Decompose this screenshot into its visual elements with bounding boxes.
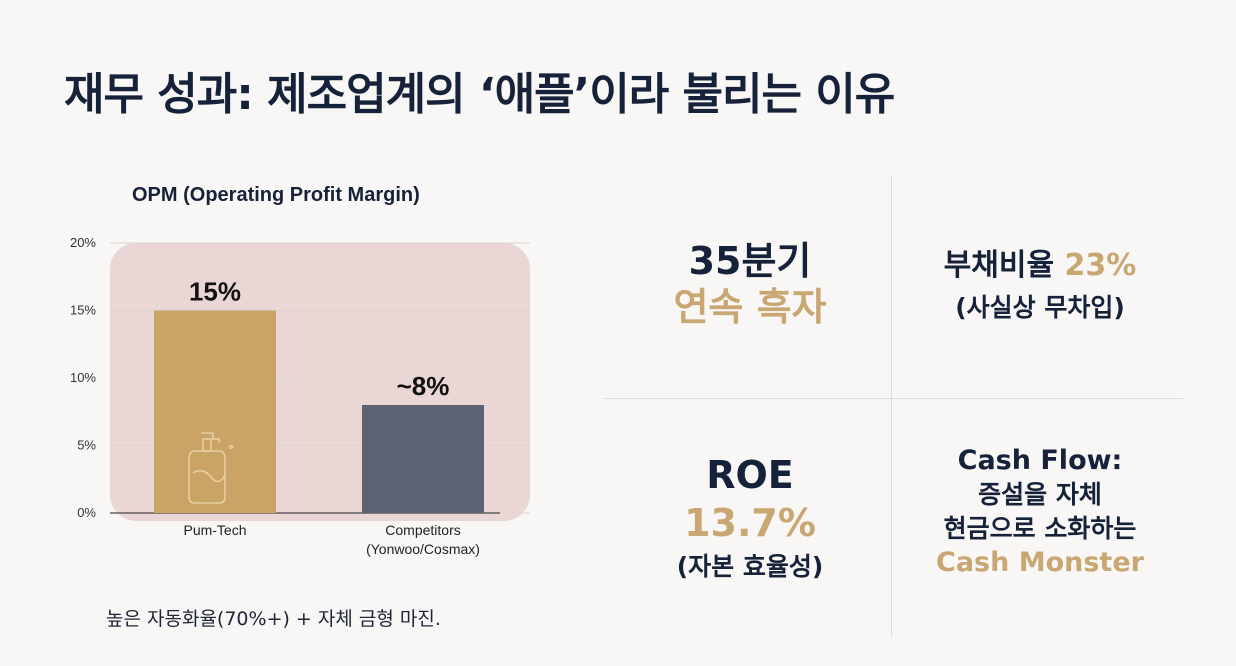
- metric-debt-ratio: 부채비율 23% (사실상 무차입): [895, 247, 1185, 325]
- opm-bar-chart: 0% 5% 10% 15% 20% 15% Pum-Tech ~8% Competitors (Y…: [70, 235, 530, 557]
- metric-roe: ROE 13.7% (자본 효율성): [640, 452, 860, 584]
- roe-label: ROE: [706, 453, 794, 497]
- roe-note: (자본 효율성): [676, 552, 824, 581]
- y-tick-label: 10%: [70, 370, 96, 385]
- grid-divider-vertical: [891, 176, 892, 636]
- streak-count: 35분기: [688, 239, 812, 283]
- chart-title: OPM (Operating Profit Margin): [132, 184, 420, 206]
- x-tick-label: Competitors: [385, 522, 460, 538]
- cash-monster-label: Cash Monster: [936, 547, 1144, 578]
- cash-flow-line3: 현금으로 소화하는: [943, 514, 1137, 543]
- debt-note: (사실상 무차입): [955, 293, 1125, 322]
- streak-label: 연속 흑자: [673, 285, 827, 329]
- cash-flow-line2: 증설을 자체: [978, 480, 1102, 509]
- data-label: ~8%: [397, 371, 450, 401]
- metric-cash-flow: Cash Flow: 증설을 자체 현금으로 소화하는 Cash Monster: [895, 444, 1185, 580]
- page-title: 재무 성과: 제조업계의 ‘애플’이라 불리는 이유: [64, 69, 895, 120]
- roe-value: 13.7%: [684, 501, 816, 545]
- debt-label: 부채비율: [943, 248, 1065, 283]
- y-tick-label: 5%: [77, 438, 96, 453]
- x-tick-label: (Yonwoo/Cosmax): [366, 541, 480, 557]
- y-tick-label: 15%: [70, 303, 96, 318]
- cash-flow-heading: Cash Flow:: [957, 445, 1123, 476]
- bar-pum-tech: [154, 310, 276, 513]
- y-tick-label: 20%: [70, 235, 96, 250]
- x-tick-label: Pum-Tech: [183, 522, 246, 538]
- debt-value: 23%: [1064, 248, 1137, 283]
- metric-streak: 35분기 연속 흑자: [640, 238, 860, 330]
- grid-divider-horizontal: [603, 398, 1183, 399]
- bar-competitors: [362, 405, 484, 513]
- y-tick-label: 0%: [77, 505, 96, 520]
- chart-caption: 높은 자동화율(70%+) + 자체 금형 마진.: [106, 608, 441, 630]
- data-label: 15%: [189, 277, 241, 307]
- pump-bottle-icon: [188, 432, 234, 504]
